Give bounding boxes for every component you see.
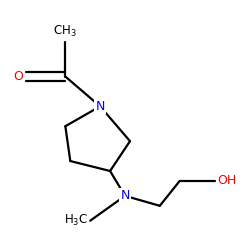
- Text: N: N: [120, 189, 130, 202]
- Text: N: N: [96, 100, 105, 113]
- Text: CH$_3$: CH$_3$: [54, 24, 77, 39]
- Text: H$_3$C: H$_3$C: [64, 213, 88, 228]
- Text: O: O: [13, 70, 23, 83]
- Text: OH: OH: [217, 174, 236, 188]
